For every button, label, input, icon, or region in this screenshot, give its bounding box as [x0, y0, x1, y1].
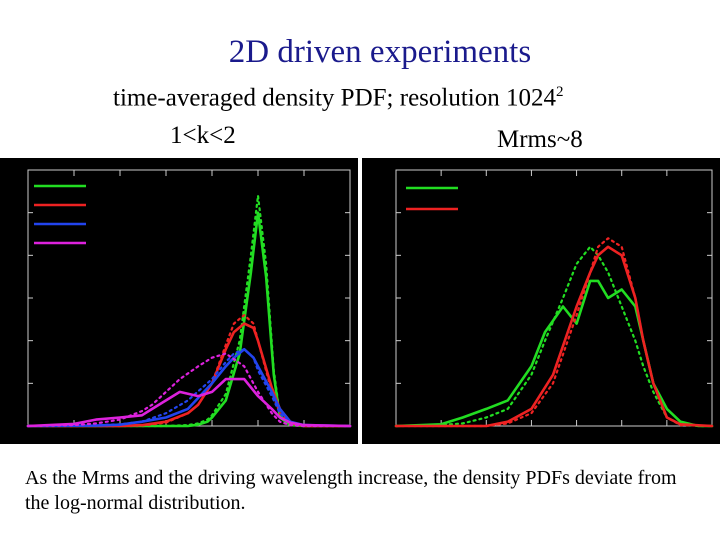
- series-line: [394, 245, 714, 428]
- slide-caption: As the Mrms and the driving wavelength i…: [25, 467, 677, 514]
- series-line: [26, 347, 352, 428]
- series-line: [394, 245, 714, 428]
- plot-frame: [27, 169, 351, 427]
- series-line: [26, 314, 352, 428]
- series-line: [26, 352, 352, 428]
- series-line: [394, 279, 714, 428]
- series-line: [26, 348, 352, 428]
- slide-title: 2D driven experiments: [228, 34, 532, 70]
- left-chart: [26, 169, 352, 428]
- left-chart-panel: [0, 158, 358, 444]
- left-panel-label: 1<k<2: [170, 122, 236, 149]
- right-chart: [394, 169, 714, 428]
- series-line: [26, 377, 352, 428]
- right-panel-label: Mrms~8: [497, 126, 583, 153]
- subtitle-superscript: 2: [555, 84, 564, 100]
- right-chart-panel: [362, 158, 720, 444]
- series-line: [394, 237, 714, 428]
- series-line: [26, 194, 352, 428]
- series-line: [26, 322, 352, 428]
- subtitle-text: time-averaged density PDF; resolution 10…: [113, 84, 556, 112]
- slide-subtitle: time-averaged density PDF; resolution 10…: [113, 84, 563, 112]
